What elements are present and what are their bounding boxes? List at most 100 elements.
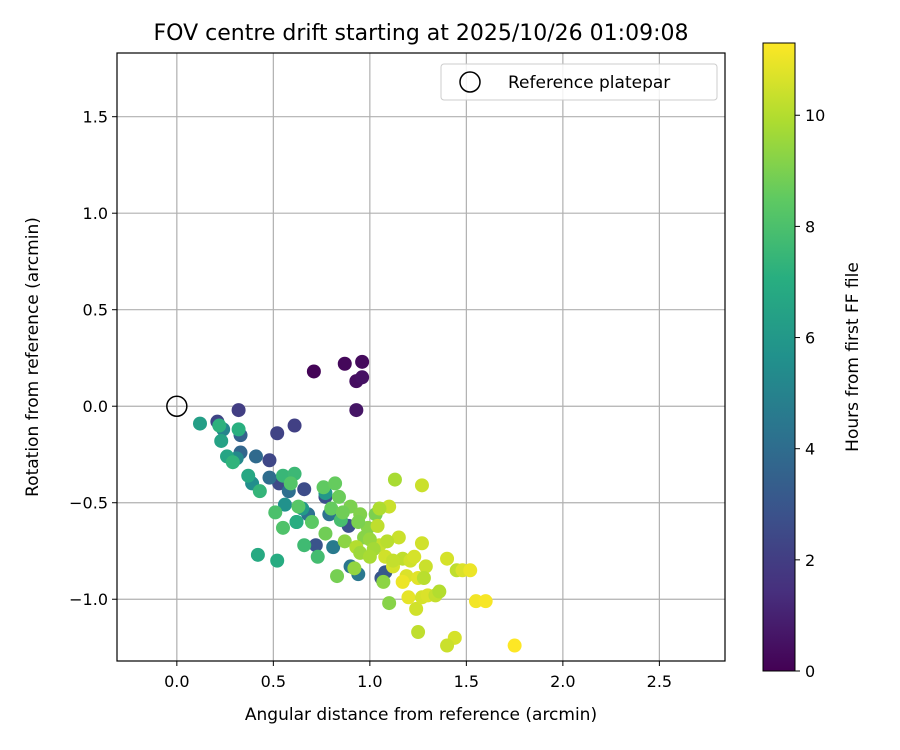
data-point xyxy=(432,584,447,599)
x-tick-label: 0.0 xyxy=(164,672,189,691)
data-point xyxy=(416,571,431,586)
reference-point-marker xyxy=(166,395,188,417)
colorbar-tick-label: 6 xyxy=(805,329,815,348)
x-axis-label: Angular distance from reference (arcmin) xyxy=(245,705,597,725)
data-point xyxy=(349,403,364,418)
data-point xyxy=(418,559,433,574)
data-point xyxy=(386,553,401,568)
y-tick-label: 1.0 xyxy=(83,204,108,223)
y-tick-label: 0.0 xyxy=(83,397,108,416)
data-point xyxy=(409,601,424,616)
data-point xyxy=(192,416,207,431)
data-point xyxy=(248,449,263,464)
data-point xyxy=(331,489,346,504)
legend: Reference platepar xyxy=(440,63,718,101)
data-point xyxy=(335,505,350,520)
data-point xyxy=(225,455,240,470)
legend-label: Reference platepar xyxy=(508,73,670,93)
colorbar-tick-label: 10 xyxy=(805,106,825,125)
data-point xyxy=(347,561,362,576)
data-point xyxy=(337,534,352,549)
data-point xyxy=(291,499,306,514)
x-axis-ticks: 0.0 0.5 1.0 1.5 2.0 2.5 xyxy=(164,661,672,691)
data-point xyxy=(275,520,290,535)
data-point xyxy=(380,534,395,549)
data-point xyxy=(289,515,304,530)
data-point xyxy=(372,501,387,516)
data-point xyxy=(231,422,246,437)
x-tick-label: 1.0 xyxy=(357,672,382,691)
data-point xyxy=(297,538,312,553)
data-point xyxy=(277,497,292,512)
data-point xyxy=(297,482,312,497)
data-point xyxy=(268,505,283,520)
reference-marker-group xyxy=(166,395,188,417)
data-point xyxy=(382,596,397,611)
data-point xyxy=(316,480,331,495)
data-point xyxy=(318,526,333,541)
data-point xyxy=(310,549,325,564)
legend-box xyxy=(440,63,718,101)
y-tick-label: −1.0 xyxy=(69,590,108,609)
colorbar-tick-label: 0 xyxy=(805,662,815,681)
data-point xyxy=(376,574,391,589)
x-tick-label: 2.0 xyxy=(550,672,575,691)
data-point xyxy=(270,426,285,441)
data-point xyxy=(440,551,455,566)
data-point xyxy=(231,403,246,418)
data-point xyxy=(283,476,298,491)
data-point xyxy=(250,547,265,562)
data-point xyxy=(478,594,493,609)
colorbar-tick-label: 2 xyxy=(805,551,815,570)
data-point xyxy=(401,590,416,605)
data-point xyxy=(270,553,285,568)
colorbar-tick-label: 4 xyxy=(805,440,815,459)
data-point xyxy=(370,518,385,533)
colorbar xyxy=(762,42,796,672)
data-point xyxy=(337,356,352,371)
data-point xyxy=(304,515,319,530)
data-point xyxy=(326,540,341,555)
data-points xyxy=(192,354,522,653)
data-point xyxy=(252,484,267,499)
colorbar-tick-label: 8 xyxy=(805,217,815,236)
data-point xyxy=(469,594,484,609)
data-point xyxy=(414,478,429,493)
y-tick-label: −0.5 xyxy=(69,494,108,513)
data-point xyxy=(362,549,377,564)
colorbar-ticks: 0 2 4 6 8 10 xyxy=(795,106,825,681)
data-point xyxy=(212,418,227,433)
y-tick-label: 1.5 xyxy=(83,108,108,127)
data-point xyxy=(214,433,229,448)
x-tick-label: 2.5 xyxy=(647,672,672,691)
data-point xyxy=(355,370,370,385)
data-point xyxy=(262,470,277,485)
data-point xyxy=(241,468,256,483)
grid xyxy=(117,53,725,661)
data-point xyxy=(287,418,302,433)
y-axis-label: Rotation from reference (arcmin) xyxy=(23,217,43,497)
x-tick-label: 1.5 xyxy=(454,672,479,691)
data-point xyxy=(351,515,366,530)
data-point xyxy=(463,563,478,578)
x-tick-label: 0.5 xyxy=(261,672,286,691)
data-point xyxy=(328,476,343,491)
data-point xyxy=(306,364,321,379)
data-point xyxy=(355,354,370,369)
legend-marker-icon xyxy=(459,71,481,93)
data-point xyxy=(407,549,422,564)
data-point xyxy=(507,638,522,653)
data-point xyxy=(411,625,426,640)
y-tick-label: 0.5 xyxy=(83,301,108,320)
data-point xyxy=(391,530,406,545)
data-point xyxy=(414,536,429,551)
data-point xyxy=(440,638,455,653)
data-point xyxy=(395,574,410,589)
plot-frame xyxy=(116,52,726,662)
data-point xyxy=(324,501,339,516)
data-point xyxy=(330,569,345,584)
y-axis-ticks: −1.0 −0.5 0.0 0.5 1.0 1.5 xyxy=(69,108,117,609)
chart-title: FOV centre drift starting at 2025/10/26 … xyxy=(154,21,689,46)
